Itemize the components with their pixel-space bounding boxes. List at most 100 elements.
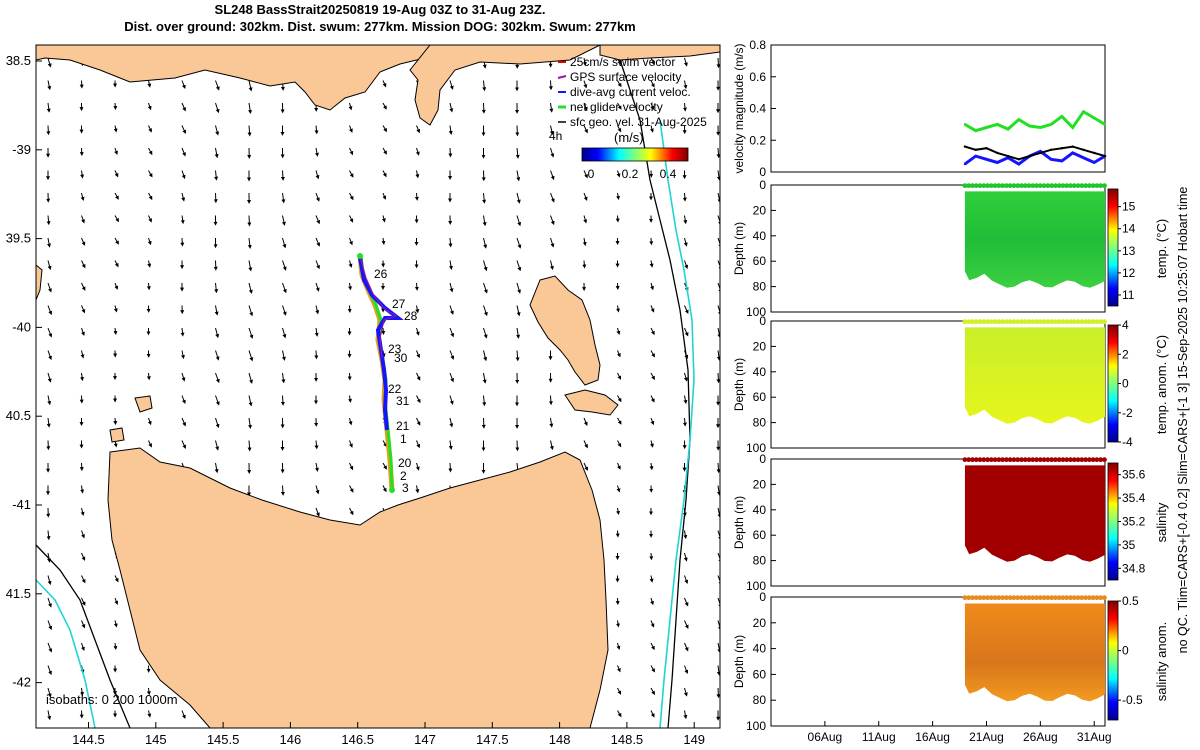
velocity-arrow (416, 350, 421, 359)
track-day-label: 20 (398, 456, 412, 470)
velocity-arrow (281, 350, 286, 361)
surface-sample-dot (1075, 183, 1081, 189)
velocity-arrow (482, 395, 487, 407)
velocity-arrow (617, 710, 622, 718)
surface-sample-dot (1071, 457, 1077, 463)
map-x-axis: 144.5 145 145.5 146 146.5 147 147.5 148 148.5 149 (72, 722, 705, 747)
map-y-tick-label: 41.5 (6, 586, 31, 601)
surface-sample-dot (1034, 183, 1039, 189)
map-x-tick-label: 145.5 (207, 732, 240, 747)
legend-item: net glider velocity (570, 100, 663, 114)
series-point (1049, 148, 1053, 151)
surface-sample-dot (1056, 183, 1062, 189)
velocity-arrow (650, 710, 655, 718)
velocity-arrow (47, 395, 52, 406)
velocity-arrow (449, 282, 454, 293)
series-point (963, 145, 967, 148)
velocity-arrow (717, 552, 720, 564)
velocity-arrow (716, 57, 720, 69)
velocity-arrow (650, 597, 654, 606)
surface-sample-dot (1094, 319, 1100, 325)
velocity-arrow (349, 215, 354, 223)
series-point (985, 126, 988, 129)
surface-sample-dot (988, 183, 994, 189)
surface-sample-dot (1086, 457, 1092, 463)
colorbar-tick-label: -2 (1122, 406, 1133, 420)
surface-sample-dot (962, 595, 968, 601)
velocity-arrow (583, 125, 588, 134)
speed-colorbar-tick: 0.2 (622, 167, 639, 181)
velocity-arrow (349, 462, 354, 471)
velocity-arrow (483, 260, 488, 272)
surface-sample-dot (966, 183, 972, 189)
velocity-arrow (47, 305, 53, 316)
track-start-marker (389, 487, 395, 493)
surface-sample-dot (1015, 319, 1021, 325)
surface-sample-dot (1053, 595, 1058, 601)
surface-sample-dot (1019, 319, 1024, 325)
surface-sample-dot (1094, 183, 1100, 189)
velocity-arrow (548, 395, 553, 406)
track-day-label: 31 (396, 394, 410, 408)
velocity-arrow (414, 282, 419, 291)
velocity-arrow (717, 575, 720, 586)
surface-sample-dot (1056, 319, 1062, 325)
colorbar-tick-label: -0.5 (1122, 693, 1143, 707)
surface-sample-dot (1079, 319, 1085, 325)
depth-tick-label: 60 (753, 390, 767, 404)
map-x-tick-label: 146.5 (341, 732, 374, 747)
velocity-arrow (315, 282, 320, 292)
surface-sample-dot (1068, 183, 1073, 189)
series-point (1071, 126, 1074, 129)
surface-sample-dot (1022, 595, 1028, 601)
surface-sample-dot (1037, 319, 1043, 325)
surface-sample-dot (1098, 457, 1104, 463)
velocity-arrow (181, 192, 186, 202)
colorbar-label: temp. anom. (°C) (1154, 335, 1169, 434)
velocity-arrow (382, 102, 387, 110)
surface-sample-dot (1015, 457, 1021, 463)
series-point (1071, 151, 1074, 155)
velocity-arrow (449, 372, 454, 383)
velocity-arrow (181, 372, 186, 382)
velocity-arrow (146, 372, 151, 381)
surface-sample-dot (1030, 319, 1036, 325)
land-wilsons-promontory (409, 45, 601, 126)
profile-colorbar (1107, 462, 1119, 581)
velocity-arrow (382, 147, 387, 155)
velocity-arrow (684, 575, 689, 585)
velocity-arrow (516, 305, 521, 317)
surface-sample-dot (1060, 319, 1066, 325)
velocity-arrow (181, 170, 186, 180)
surface-sample-dot (1030, 457, 1036, 463)
profile-data-field (964, 465, 1105, 562)
velocity-y-tick-label: 0 (759, 165, 766, 179)
colorbar-tick-label: 4 (1122, 318, 1129, 332)
track-day-label: 3 (402, 481, 409, 495)
track-day-label: 27 (392, 297, 406, 311)
velocity-arrow (248, 282, 253, 294)
series-point (974, 154, 977, 158)
velocity-arrow (248, 327, 254, 339)
map-x-tick-label: 146 (280, 732, 302, 747)
depth-tick-label: 40 (753, 229, 767, 243)
velocity-arrow (684, 665, 689, 675)
velocity-arrow (280, 485, 285, 496)
surface-sample-dot (1026, 457, 1032, 463)
velocity-arrow (617, 125, 622, 133)
velocity-arrow (314, 327, 319, 337)
surface-sample-dot (1022, 183, 1028, 189)
track-day-label: 2 (400, 469, 407, 483)
velocity-arrow (47, 642, 53, 653)
velocity-arrow (148, 125, 152, 133)
velocity-arrow (683, 372, 688, 382)
velocity-arrow (516, 192, 521, 204)
date-tick-label: 31Aug (1077, 730, 1112, 744)
surface-sample-dot (1007, 457, 1013, 463)
map-y-tick-label: 38.5 (6, 53, 31, 68)
depth-tick-label: 40 (753, 503, 767, 517)
series-point (1006, 154, 1010, 158)
velocity-arrow (448, 440, 453, 450)
